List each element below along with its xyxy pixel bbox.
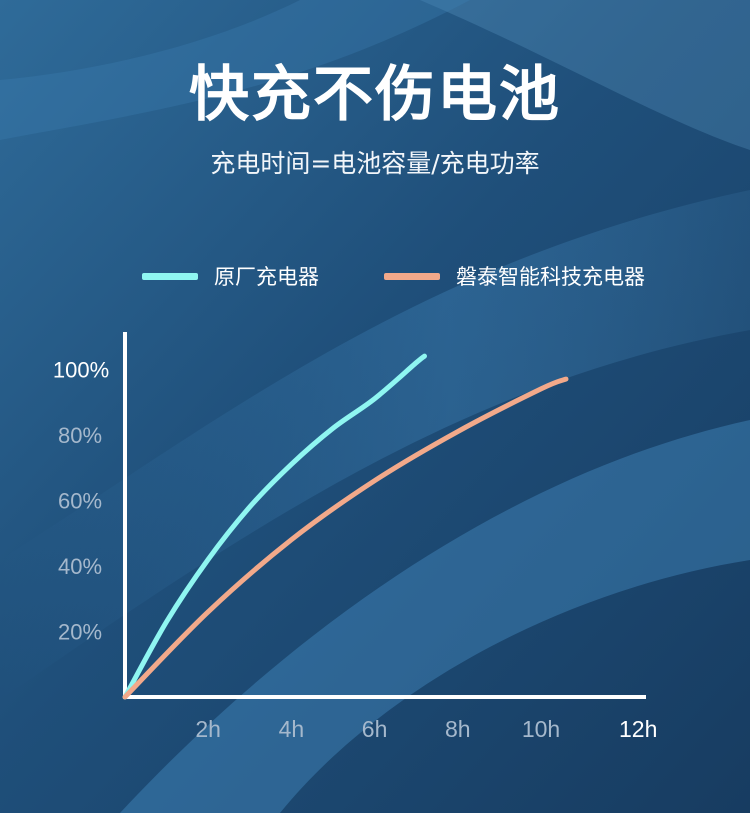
series-line-pantai bbox=[122, 376, 569, 700]
series-line-original bbox=[122, 353, 428, 700]
legend-swatch-pantai bbox=[384, 272, 440, 280]
legend-label-original: 原厂充电器 bbox=[214, 265, 319, 289]
legend-item-pantai: 磐泰智能科技充电器 bbox=[384, 261, 645, 291]
x-tick-label: 12h bbox=[619, 716, 657, 742]
y-tick-label: 20% bbox=[58, 619, 102, 644]
page-title: 快充不伤电池 bbox=[189, 60, 561, 130]
y-tick-label: 80% bbox=[58, 423, 102, 448]
legend-label-pantai: 磐泰智能科技充电器 bbox=[456, 265, 645, 289]
y-tick-label: 40% bbox=[58, 554, 102, 579]
y-tick-label: 60% bbox=[58, 488, 102, 513]
x-tick-label: 8h bbox=[445, 716, 471, 742]
x-tick-label: 6h bbox=[362, 716, 388, 742]
x-tick-label: 10h bbox=[522, 716, 560, 742]
page-subtitle: 充电时间=电池容量/充电功率 bbox=[210, 149, 540, 178]
legend-swatch-original bbox=[142, 272, 198, 280]
x-tick-label: 4h bbox=[279, 716, 305, 742]
y-tick-label: 100% bbox=[53, 357, 109, 382]
x-tick-label: 2h bbox=[195, 716, 221, 742]
legend-item-original: 原厂充电器 bbox=[142, 261, 319, 291]
